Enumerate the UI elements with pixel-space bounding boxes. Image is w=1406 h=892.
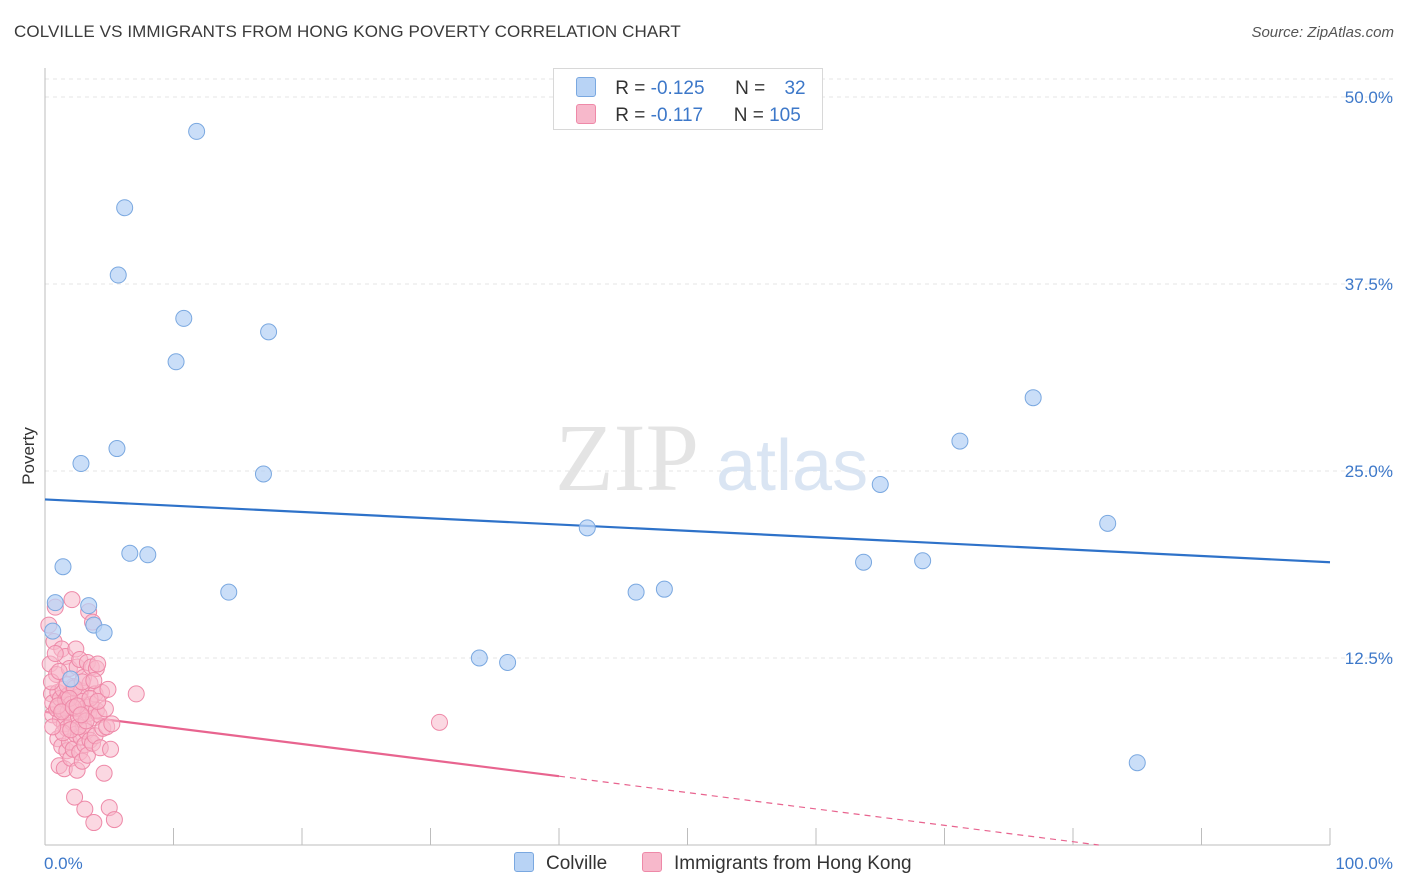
- data-point-colville: [108, 440, 126, 458]
- legend-swatch-hong-kong: [576, 104, 596, 124]
- data-point-colville: [855, 553, 873, 571]
- data-point-colville: [914, 552, 932, 570]
- data-point-hong-kong: [127, 685, 145, 703]
- data-point-colville: [655, 580, 673, 598]
- series-swatch-colville: [514, 852, 534, 872]
- data-point-colville: [44, 622, 62, 640]
- points-colville: [44, 122, 1146, 772]
- data-point-hong-kong: [102, 740, 120, 758]
- data-point-colville: [1128, 754, 1146, 772]
- data-point-hong-kong: [85, 814, 103, 832]
- data-point-hong-kong: [89, 692, 107, 710]
- data-point-colville: [1099, 514, 1117, 532]
- data-point-hong-kong: [430, 713, 448, 731]
- data-point-colville: [578, 519, 596, 537]
- data-point-hong-kong: [76, 800, 94, 818]
- data-point-colville: [116, 199, 134, 217]
- grid-lines: [45, 78, 1393, 659]
- data-point-colville: [54, 558, 72, 576]
- data-point-colville: [46, 594, 64, 612]
- x-tick-label: 100.0%: [1335, 854, 1393, 873]
- watermark-atlas: atlas: [716, 426, 868, 506]
- data-point-hong-kong: [46, 645, 64, 663]
- data-point-colville: [109, 266, 127, 284]
- y-tick-label: 37.5%: [1345, 275, 1393, 294]
- legend-n-label: N =: [733, 105, 770, 126]
- data-point-hong-kong: [103, 715, 121, 733]
- trend-line-colville: [44, 498, 1331, 564]
- legend-r-value: -0.117: [650, 105, 704, 126]
- source-label: Source: ZipAtlas.com: [1251, 24, 1394, 41]
- series-label-colville: Colville: [546, 853, 608, 874]
- legend-r-label: R =: [615, 105, 651, 126]
- data-point-colville: [220, 583, 238, 601]
- series-legend-hong-kong[interactable]: Immigrants from Hong Kong: [642, 852, 912, 875]
- legend-n-label: N =: [735, 78, 771, 99]
- data-point-colville: [260, 323, 278, 341]
- data-point-colville: [167, 353, 185, 371]
- data-point-hong-kong: [44, 718, 62, 736]
- data-point-colville: [871, 475, 889, 493]
- legend-row-colville: R = -0.125 N = 32: [576, 77, 806, 100]
- y-tick-label: 12.5%: [1345, 649, 1393, 668]
- y-tick-label: 25.0%: [1345, 462, 1393, 481]
- trend-line-hong-kong-extension: [558, 775, 1099, 846]
- y-tick-labels: 12.5% 25.0% 37.5% 50.0%: [1345, 88, 1393, 668]
- data-point-colville: [254, 465, 272, 483]
- data-point-colville: [139, 546, 157, 564]
- watermark-zip: ZIP: [555, 404, 699, 511]
- correlation-legend: R = -0.125 N = 32 R = -0.117 N = 105: [553, 68, 823, 130]
- data-point-colville: [499, 653, 517, 671]
- data-point-colville: [627, 583, 645, 601]
- legend-n-value: 32: [784, 78, 806, 99]
- data-point-colville: [95, 624, 113, 642]
- data-point-colville: [470, 649, 488, 667]
- data-point-hong-kong: [85, 671, 103, 689]
- data-point-colville: [72, 455, 90, 473]
- data-point-hong-kong: [63, 591, 81, 609]
- data-point-colville: [188, 122, 206, 140]
- watermark: ZIP atlas: [555, 404, 868, 511]
- legend-n-value: 105: [769, 105, 801, 126]
- chart-title: COLVILLE VS IMMIGRANTS FROM HONG KONG PO…: [14, 22, 681, 41]
- data-point-colville: [951, 432, 969, 450]
- x-tick-labels: 0.0% 100.0%: [44, 854, 1393, 873]
- data-point-colville: [175, 309, 193, 327]
- x-tick-label: 0.0%: [44, 854, 83, 873]
- trend-lines: [44, 498, 1331, 846]
- series-swatch-hong-kong: [642, 852, 662, 872]
- series-legend-colville[interactable]: Colville: [514, 852, 607, 875]
- data-point-colville: [80, 597, 98, 615]
- data-point-hong-kong: [66, 788, 84, 806]
- data-point-hong-kong: [105, 811, 123, 829]
- legend-row-hong-kong: R = -0.117 N = 105: [576, 104, 801, 127]
- y-axis-title: Poverty: [19, 427, 38, 485]
- series-label-hong-kong: Immigrants from Hong Kong: [674, 853, 912, 874]
- data-point-colville: [121, 544, 139, 562]
- legend-r-label: R =: [615, 78, 651, 99]
- data-point-hong-kong: [72, 706, 90, 724]
- legend-r-value: -0.125: [650, 78, 705, 99]
- y-tick-label: 50.0%: [1345, 88, 1393, 107]
- trend-line-hong-kong: [44, 710, 560, 778]
- data-point-colville: [62, 670, 80, 688]
- data-point-colville: [1024, 389, 1042, 407]
- data-point-hong-kong: [95, 764, 113, 782]
- data-point-hong-kong: [99, 680, 117, 698]
- data-point-hong-kong: [89, 655, 107, 673]
- legend-swatch-colville: [576, 77, 596, 97]
